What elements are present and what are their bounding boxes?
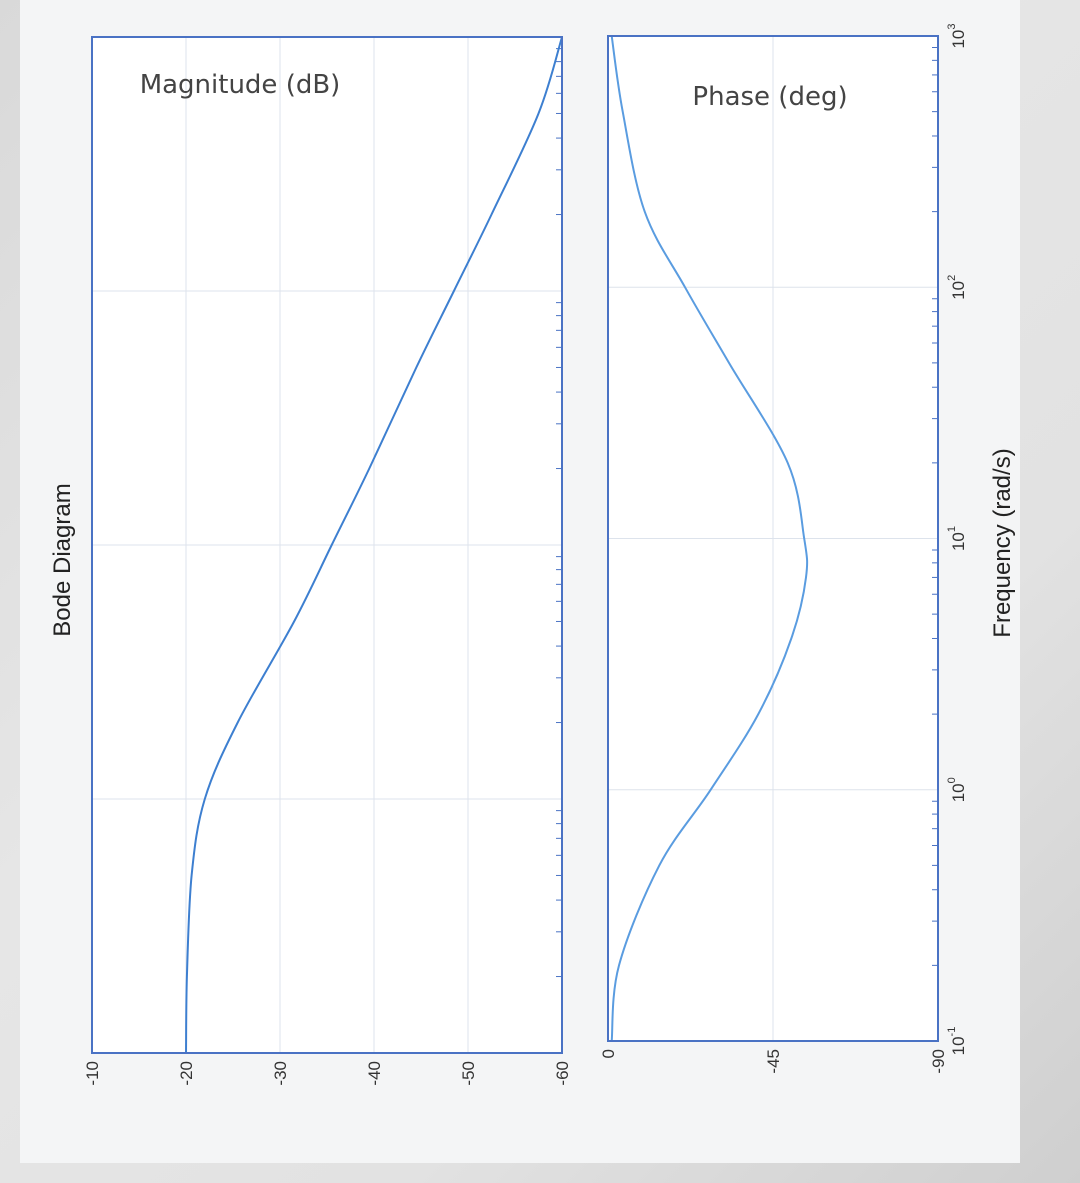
magnitude-y-axis-label: Magnitude (dB) <box>140 70 341 100</box>
phase-subplot: 0 -45 -90 Phase (deg) <box>599 35 948 1074</box>
x-tick-label: 103 <box>946 23 968 48</box>
magnitude-series-line <box>185 36 563 1054</box>
magnitude-y-tick-label: -40 <box>365 1061 384 1086</box>
x-tick-label: 100 <box>946 777 968 802</box>
x-tick-label: 101 <box>946 526 968 551</box>
phase-y-tick-label: 0 <box>599 1049 618 1058</box>
magnitude-y-tick-label: -20 <box>177 1061 196 1086</box>
x-tick-label: 10-1 <box>946 1027 968 1056</box>
phase-y-tick-label: -90 <box>929 1049 948 1074</box>
magnitude-subplot: -10 -20 -30 -40 -50 -60 Magnitude (dB) <box>83 36 572 1086</box>
magnitude-y-tick-label: -50 <box>459 1061 478 1086</box>
magnitude-y-tick-label: -30 <box>271 1061 290 1086</box>
phase-y-axis-label: Phase (deg) <box>692 82 847 112</box>
magnitude-axes-box <box>91 36 563 1054</box>
magnitude-y-tick-label: -10 <box>83 1061 102 1086</box>
plot-title: Bode Diagram <box>49 483 76 636</box>
phase-axes-box <box>607 35 939 1042</box>
frequency-tick-labels: 10-1 100 101 102 103 <box>946 23 968 1055</box>
magnitude-y-tick-labels: -10 -20 -30 -40 -50 -60 <box>83 1061 572 1086</box>
magnitude-y-tick-label: -60 <box>553 1061 572 1086</box>
x-tick-label: 102 <box>946 275 968 300</box>
x-axis-label: Frequency (rad/s) <box>989 448 1016 637</box>
phase-series-line <box>610 35 809 1042</box>
phase-y-tick-label: -45 <box>764 1049 783 1074</box>
phase-y-tick-labels: 0 -45 -90 <box>599 1049 948 1074</box>
